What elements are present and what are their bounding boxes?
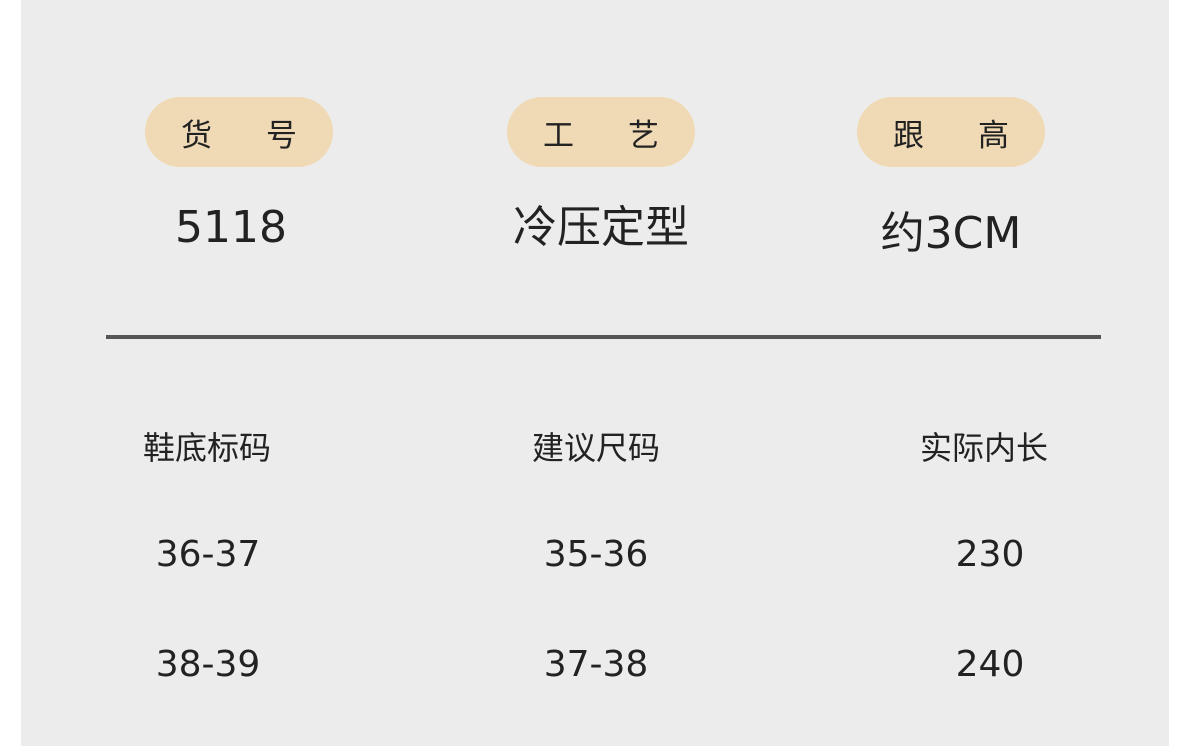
- table-header: 建议尺码: [531, 429, 660, 467]
- label-char: 号: [266, 117, 297, 154]
- spec-label-item-number: 货 号: [145, 97, 333, 167]
- label-char: 工: [543, 117, 574, 154]
- spec-value-item-number: 5118: [175, 202, 287, 253]
- label-char: 货: [181, 117, 212, 154]
- table-header: 实际内长: [919, 429, 1048, 467]
- label-char: 高: [978, 117, 1009, 154]
- divider: [106, 335, 1101, 339]
- spec-value-heel-height: 约3CM: [880, 208, 1022, 259]
- table-cell: 230: [955, 534, 1025, 575]
- table-cell: 37-38: [543, 644, 649, 685]
- table-cell: 36-37: [155, 534, 261, 575]
- spec-label-heel-height: 跟 高: [857, 97, 1045, 167]
- spec-value-process: 冷压定型: [513, 202, 689, 253]
- spec-label-process: 工 艺: [507, 97, 695, 167]
- label-char: 艺: [628, 117, 659, 154]
- label-char: 跟: [893, 117, 924, 154]
- table-cell: 35-36: [543, 534, 649, 575]
- table-cell: 38-39: [155, 644, 261, 685]
- table-header: 鞋底标码: [142, 429, 271, 467]
- table-cell: 240: [955, 644, 1025, 685]
